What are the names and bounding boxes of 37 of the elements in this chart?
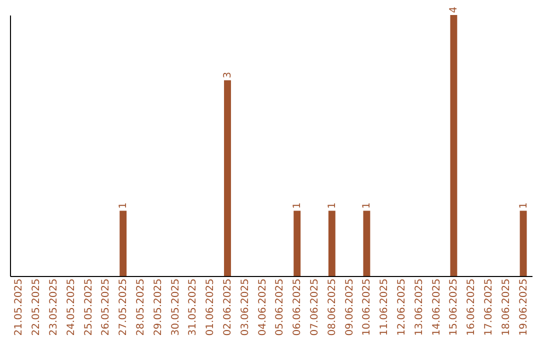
x-tick-label: 02.06.2025 [222, 278, 234, 336]
x-tick-label: 19.06.2025 [518, 278, 530, 336]
x-tick-label: 10.06.2025 [362, 278, 373, 336]
x-tick-label: 12.06.2025 [396, 278, 408, 336]
x-tick-label: 07.06.2025 [310, 278, 320, 336]
x-tick-label: 03.06.2025 [240, 278, 251, 336]
data-label: 1 [292, 202, 304, 209]
data-label: 4 [448, 6, 460, 13]
x-tick-label: 27.05.2025 [118, 278, 130, 336]
x-tick-label: 21.05.2025 [14, 278, 25, 336]
x-tick-label: 14.06.2025 [431, 278, 442, 336]
x-tick-label: 23.05.2025 [48, 278, 60, 336]
x-tick-label: 30.05.2025 [170, 278, 182, 336]
x-tick-label: 17.06.2025 [484, 278, 494, 336]
x-tick-label: 25.05.2025 [83, 278, 94, 336]
x-tick-label: 09.06.2025 [344, 278, 356, 336]
x-tick-label: 15.06.2025 [448, 278, 460, 336]
data-label: 1 [118, 202, 130, 209]
x-tick-label: 16.06.2025 [466, 278, 478, 336]
x-tick-label: 26.05.2025 [100, 278, 112, 336]
data-label: 1 [518, 202, 530, 209]
x-tick-label: 01.06.2025 [205, 278, 216, 336]
x-tick-label: 29.05.2025 [152, 278, 164, 336]
x-tick-label: 18.06.2025 [500, 278, 512, 336]
x-tick-label: 06.06.2025 [292, 278, 304, 336]
x-tick-label: 24.05.2025 [66, 278, 77, 336]
data-label: 3 [222, 72, 234, 78]
x-tick-label: 31.05.2025 [188, 278, 199, 336]
x-tick-label: 11.06.2025 [379, 278, 390, 336]
x-tick-label: 08.06.2025 [326, 278, 338, 336]
x-tick-label: 04.06.2025 [257, 278, 268, 336]
x-tick-label: 28.05.2025 [136, 278, 146, 336]
data-label: 1 [326, 202, 338, 209]
x-tick-label: 22.05.2025 [31, 278, 42, 336]
x-tick-label: 13.06.2025 [414, 278, 425, 336]
data-label: 1 [362, 202, 373, 209]
x-tick-label: 05.06.2025 [274, 278, 286, 336]
